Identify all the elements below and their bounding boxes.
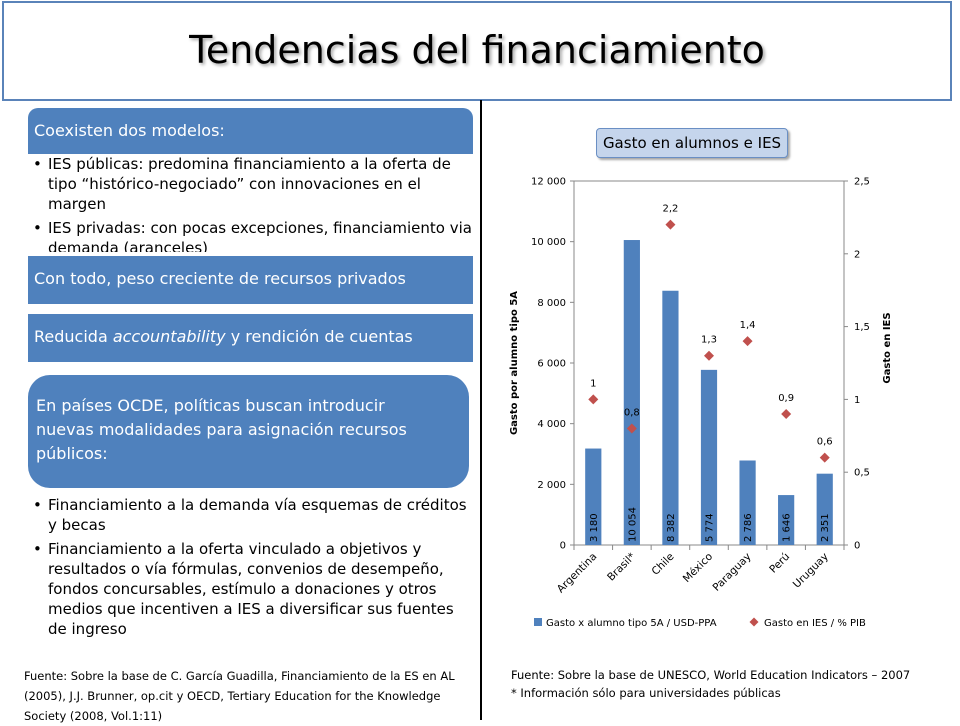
y-axis-title: Gasto por alumno tipo 5A <box>509 291 520 435</box>
y2-tick-label: 0 <box>854 541 860 552</box>
y2-tick-label: 0,5 <box>854 468 870 479</box>
marker-value-label: 1,4 <box>740 320 756 331</box>
marker-value-label: 0,6 <box>817 437 833 448</box>
legend-swatch-marker <box>749 617 759 627</box>
y-tick-label: 8 000 <box>537 298 566 309</box>
slide-title: Tendencias del financiamiento <box>189 28 765 72</box>
x-tick-label: Chile <box>649 551 676 578</box>
marker-value-label: 2,2 <box>662 204 678 215</box>
bar <box>700 369 718 545</box>
source-right-line2: * Información sólo para universidades pú… <box>511 686 781 700</box>
y-tick-label: 6 000 <box>537 359 566 370</box>
y-tick-label: 4 000 <box>537 419 566 430</box>
header-models-text: Coexisten dos modelos: <box>34 121 225 140</box>
source-left: Fuente: Sobre la base de C. García Guadi… <box>24 669 455 723</box>
models-bullets: IES públicas: predomina financiamiento a… <box>28 154 473 252</box>
bullet-item: Financiamiento a la oferta vinculado a o… <box>28 539 468 639</box>
title-box: Tendencias del financiamiento <box>2 1 952 101</box>
y-tick-label: 2 000 <box>537 480 566 491</box>
marker-point <box>819 452 830 463</box>
y2-tick-label: 2 <box>854 249 860 260</box>
header-accountability-text: Reducida accountability y rendición de c… <box>34 327 413 346</box>
marker-point <box>588 394 599 405</box>
source-right: Fuente: Sobre la base de UNESCO, World E… <box>511 666 951 702</box>
x-tick-label: Brasil* <box>605 551 638 584</box>
marker-value-label: 1 <box>590 378 596 389</box>
y2-tick-label: 1 <box>854 395 860 406</box>
expenditure-chart: 3 180 10 054 8 382 5 774 2 786 1 646 2 351 1 0,… <box>509 177 893 630</box>
legend-swatch-bar <box>534 618 542 626</box>
x-tick-label: México <box>681 551 715 585</box>
marker-point <box>665 219 676 230</box>
legend-label-marker: Gasto en IES / % PIB <box>764 618 866 629</box>
bullet-item: IES públicas: predomina financiamiento a… <box>28 154 473 214</box>
header-ocde: En países OCDE, políticas buscan introdu… <box>28 375 469 488</box>
bar-value-label: 5 774 <box>705 513 716 542</box>
x-tick-label: Argentina <box>555 551 600 596</box>
bar-value-label: 8 382 <box>666 513 677 542</box>
x-tick-label: Uruguay <box>791 551 831 591</box>
bar <box>623 240 640 545</box>
y2-tick-label: 2,5 <box>854 177 870 188</box>
header-private-resources-text: Con todo, peso creciente de recursos pri… <box>34 269 406 288</box>
header-private-resources: Con todo, peso creciente de recursos pri… <box>28 256 473 304</box>
ocde-bullets: Financiamiento a la demanda vía esquemas… <box>28 495 468 643</box>
marker-point <box>742 336 753 347</box>
legend-label-bar: Gasto x alumno tipo 5A / USD-PPA <box>546 618 717 629</box>
y-tick-label: 10 000 <box>531 237 566 248</box>
source-right-line1: Fuente: Sobre la base de UNESCO, World E… <box>511 668 911 682</box>
x-tick-label: Perú <box>767 551 792 576</box>
bar-value-label: 1 646 <box>782 513 793 542</box>
bar <box>662 290 679 545</box>
header-ocde-text: En países OCDE, políticas buscan introdu… <box>36 396 407 463</box>
accountability-pre: Reducida <box>34 327 113 346</box>
column-divider <box>480 100 482 720</box>
bullet-item: IES privadas: con pocas excepciones, fin… <box>28 218 473 252</box>
bar-value-label: 10 054 <box>627 507 638 542</box>
marker-value-label: 0,8 <box>624 408 640 419</box>
header-models: Coexisten dos modelos: <box>28 108 473 154</box>
header-accountability: Reducida accountability y rendición de c… <box>28 314 473 362</box>
marker-point <box>704 350 714 361</box>
bar <box>778 495 795 545</box>
bullet-item: Financiamiento a la demanda vía esquemas… <box>28 495 468 535</box>
y-tick-label: 12 000 <box>531 177 566 188</box>
marker-point <box>781 408 792 419</box>
bar-value-label: 3 180 <box>589 513 600 542</box>
bar <box>739 460 756 545</box>
bar <box>816 473 833 545</box>
bar-value-label: 2 786 <box>743 513 754 542</box>
bar <box>585 448 602 545</box>
marker-value-label: 1,3 <box>701 335 717 346</box>
marker-point <box>626 423 637 434</box>
bar-value-label: 2 351 <box>820 513 831 542</box>
marker-value-label: 0,9 <box>778 393 794 404</box>
accountability-emphasis: accountability <box>112 327 226 346</box>
y-tick-label: 0 <box>560 541 566 552</box>
x-tick-label: Paraguay <box>711 551 754 594</box>
y2-axis-title: Gasto en IES <box>882 312 893 383</box>
y2-tick-label: 1,5 <box>854 322 870 333</box>
chart-badge: Gasto en alumnos e IES <box>596 128 788 158</box>
accountability-post: y rendición de cuentas <box>225 327 413 346</box>
